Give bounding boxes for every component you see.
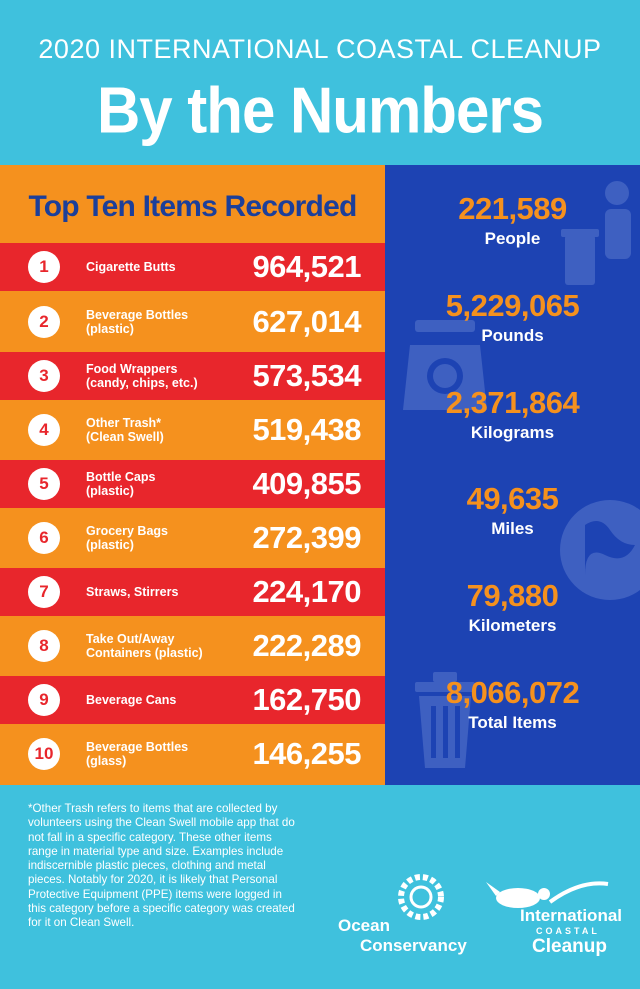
item-label: Beverage Bottles (plastic) xyxy=(86,308,189,336)
rank-badge: 3 xyxy=(28,360,60,392)
stat-unit: Miles xyxy=(491,519,534,538)
stat-value: 221,589 xyxy=(458,191,567,226)
item-label: Food Wrappers (candy, chips, etc.) xyxy=(86,362,198,390)
stat-unit: Kilograms xyxy=(470,423,555,442)
list-item: 10 Beverage Bottles (glass) 146,255 xyxy=(0,730,385,778)
item-label: Straws, Stirrers xyxy=(86,585,179,599)
stat-miles: 49,635 Miles xyxy=(385,481,640,539)
rank-badge: 2 xyxy=(28,306,60,338)
list-item: 5 Bottle Caps (plastic) 409,855 xyxy=(0,460,385,508)
rank-badge: 7 xyxy=(28,576,60,608)
stat-unit: Total Items xyxy=(468,713,557,732)
stat-unit: Kilometers xyxy=(468,616,557,635)
item-label: Take Out/Away Containers (plastic) xyxy=(86,632,203,660)
item-label: Beverage Cans xyxy=(86,693,177,707)
person-trash-icon xyxy=(561,181,631,285)
list-item: 7 Straws, Stirrers 224,170 xyxy=(0,568,385,616)
stat-people: 221,589 People xyxy=(385,191,640,249)
stat-total-items: 8,066,072 Total Items xyxy=(385,675,640,733)
turtle-icon xyxy=(486,881,609,908)
rank-badge: 9 xyxy=(28,684,60,716)
item-count: 573,534 xyxy=(252,358,361,393)
footnote: *Other Trash refers to items that are co… xyxy=(28,802,295,930)
rank-badge: 5 xyxy=(28,468,60,500)
item-count: 222,289 xyxy=(252,628,361,663)
page-subtitle: 2020 INTERNATIONAL COASTAL CLEANUP xyxy=(38,34,602,64)
header: 2020 INTERNATIONAL COASTAL CLEANUP By th… xyxy=(0,0,640,165)
list-item: 4 Other Trash* (Clean Swell) 519,438 xyxy=(0,406,385,454)
stat-value: 8,066,072 xyxy=(445,675,580,710)
item-count: 146,255 xyxy=(252,736,361,771)
stat-value: 5,229,065 xyxy=(445,288,580,323)
icc-logo: International COASTAL Cleanup xyxy=(480,872,623,967)
wave-circle-icon xyxy=(398,874,444,920)
item-count: 519,438 xyxy=(252,412,361,447)
ocean-conservancy-logo: Ocean Conservancy xyxy=(330,872,480,962)
stat-value: 79,880 xyxy=(466,578,559,613)
item-count: 964,521 xyxy=(252,249,361,284)
stat-unit: People xyxy=(484,229,541,248)
globe-icon xyxy=(560,500,640,600)
top-ten-panel: Top Ten Items Recorded 1 Cigarette Butts… xyxy=(0,165,385,785)
list-item: 9 Beverage Cans 162,750 xyxy=(0,676,385,724)
rank-badge: 10 xyxy=(28,738,60,770)
item-label: Grocery Bags (plastic) xyxy=(86,524,168,552)
list-item: 3 Food Wrappers (candy, chips, etc.) 573… xyxy=(0,352,385,400)
icc-logo-line3: Cleanup xyxy=(532,936,607,957)
list-item: 6 Grocery Bags (plastic) 272,399 xyxy=(0,514,385,562)
stat-unit: Pounds xyxy=(481,326,544,345)
ocean-logo-line2: Conservancy xyxy=(360,936,467,955)
list-item: 2 Beverage Bottles (plastic) 627,014 xyxy=(0,298,385,346)
stat-pounds: 5,229,065 Pounds xyxy=(385,288,640,346)
stat-kilometers: 79,880 Kilometers xyxy=(385,578,640,636)
list-item: 8 Take Out/Away Containers (plastic) 222… xyxy=(0,622,385,670)
stats-panel: 221,589 People 5,229,065 Pounds 2,371,86… xyxy=(385,165,640,785)
item-label: Beverage Bottles (glass) xyxy=(86,740,189,768)
stat-kilograms: 2,371,864 Kilograms xyxy=(385,385,640,443)
item-count: 409,855 xyxy=(252,466,361,501)
page-title: By the Numbers xyxy=(96,74,544,147)
trash-can-icon xyxy=(415,672,475,768)
rank-badge: 6 xyxy=(28,522,60,554)
item-count: 224,170 xyxy=(252,574,361,609)
item-label: Cigarette Butts xyxy=(86,260,176,274)
stat-value: 49,635 xyxy=(466,481,559,516)
icc-logo-line2: COASTAL xyxy=(536,926,600,936)
item-count: 627,014 xyxy=(252,304,361,339)
item-label: Bottle Caps (plastic) xyxy=(86,470,156,498)
item-count: 162,750 xyxy=(252,682,361,717)
item-count: 272,399 xyxy=(252,520,361,555)
stat-value: 2,371,864 xyxy=(445,385,580,420)
icc-logo-line1: International xyxy=(520,906,623,925)
top-ten-heading: Top Ten Items Recorded xyxy=(28,190,357,223)
scale-icon xyxy=(403,320,487,410)
ocean-logo-line1: Ocean xyxy=(338,916,390,935)
rank-badge: 4 xyxy=(28,414,60,446)
list-item: 1 Cigarette Butts 964,521 xyxy=(0,243,385,291)
rank-badge: 1 xyxy=(28,251,60,283)
rank-badge: 8 xyxy=(28,630,60,662)
item-label: Other Trash* (Clean Swell) xyxy=(86,416,164,444)
